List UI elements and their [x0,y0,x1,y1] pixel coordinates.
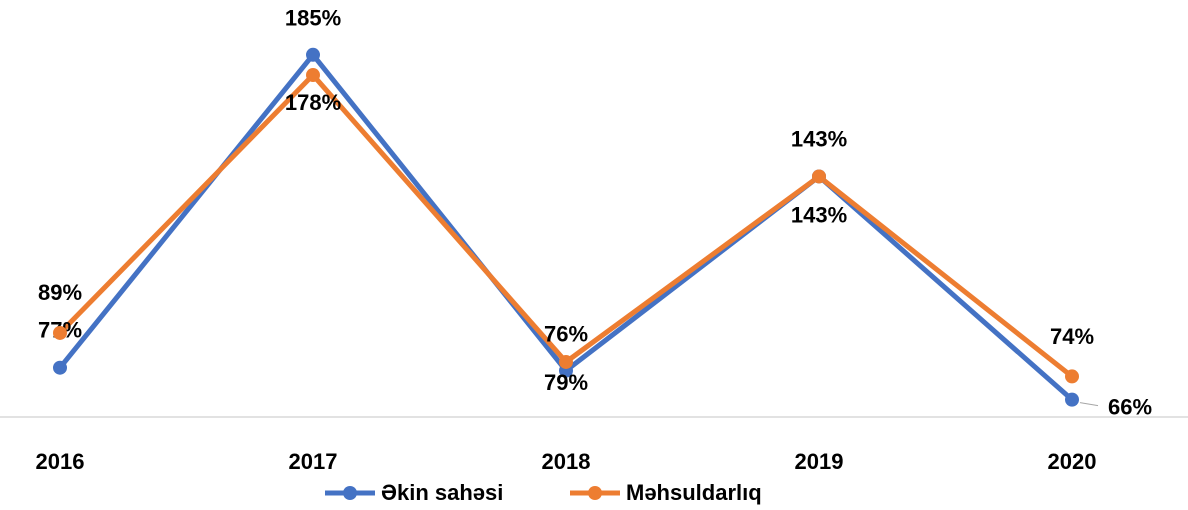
data-label: 76% [544,321,588,346]
x-tick-label: 2016 [36,449,85,474]
x-tick-label: 2018 [542,449,591,474]
leader-line [1079,402,1099,407]
x-tick-label: 2020 [1048,449,1097,474]
legend-marker [343,486,357,500]
legend-label: Məhsuldarlıq [626,480,762,505]
series-line [58,52,1074,402]
point [1065,392,1079,407]
legend-marker [588,486,602,500]
legend-label: Əkin sahəsi [381,480,503,505]
data-label: 185% [285,6,341,31]
x-tick-label: 2017 [289,449,338,474]
point [306,47,320,62]
data-label: 66% [1108,394,1152,419]
point [812,169,826,184]
data-label: 89% [38,280,82,305]
x-tick-label: 2019 [795,449,844,474]
data-label: 74% [1050,324,1094,349]
point [53,360,67,375]
point [1065,369,1079,384]
point [559,354,573,369]
point [306,68,320,83]
data-label: 143% [791,126,847,151]
data-label: 143% [791,202,847,227]
data-label: 178% [285,90,341,115]
data-label: 79% [544,370,588,395]
point [53,325,67,340]
